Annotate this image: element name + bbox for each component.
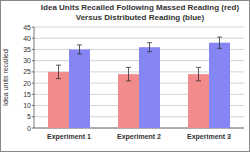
category-label: Experiment 1 [47, 133, 91, 141]
error-cap [77, 44, 82, 45]
error-line [198, 67, 199, 80]
chart-root: Idea Units Recalled Following Massed Rea… [0, 0, 250, 152]
error-cap [56, 65, 61, 66]
title: Idea Units Recalled Following Massed Rea… [41, 3, 240, 22]
category-label: Experiment 3 [187, 133, 231, 141]
error-cap [56, 78, 61, 79]
error-line [149, 43, 150, 52]
error-cap [196, 80, 201, 81]
error-cap [147, 51, 152, 52]
error-line [219, 37, 220, 48]
error-line [128, 67, 129, 80]
error-bar [217, 37, 222, 48]
error-bar [147, 43, 152, 52]
tick-label: 10 [23, 102, 31, 109]
category-label: Experiment 2 [117, 133, 161, 141]
bar [48, 72, 69, 128]
tick-label: 15 [23, 91, 31, 98]
bar [69, 49, 90, 128]
error-cap [217, 48, 222, 49]
tick-label: 45 [23, 24, 31, 31]
bars [48, 37, 230, 128]
bar [118, 74, 139, 128]
bar [188, 74, 209, 128]
tick-label: 20 [23, 80, 31, 87]
title-line: Idea Units Recalled Following Massed Rea… [41, 3, 240, 12]
tick-label: 35 [23, 46, 31, 53]
tick-label: 30 [23, 57, 31, 64]
grid-line [34, 38, 244, 39]
tick-label: 5 [27, 113, 31, 120]
error-line [79, 45, 80, 54]
bar [209, 43, 230, 128]
tick-label: 40 [23, 35, 31, 42]
grid-line [34, 27, 244, 28]
error-cap [126, 80, 131, 81]
bar [139, 47, 160, 128]
tick-label: 25 [23, 68, 31, 75]
title-line: Versus Distributed Reading (blue) [76, 13, 205, 22]
tick-label: 0 [27, 125, 31, 132]
error-bar [126, 67, 131, 80]
error-bar [196, 67, 201, 80]
error-cap [196, 67, 201, 68]
frame [1, 1, 250, 152]
chart: Idea Units Recalled Following Massed Rea… [0, 0, 250, 152]
error-cap [147, 42, 152, 43]
error-bar [77, 45, 82, 54]
error-line [58, 65, 59, 78]
y-axis [34, 27, 35, 128]
error-bar [56, 65, 61, 78]
error-cap [77, 53, 82, 54]
error-cap [126, 67, 131, 68]
error-cap [217, 37, 222, 38]
y-axis-label: Idea units recalled [2, 49, 9, 106]
plot-area [34, 27, 244, 128]
